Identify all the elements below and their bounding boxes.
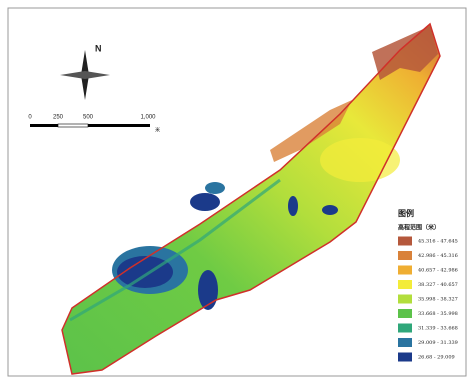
north-arrow: N xyxy=(60,43,110,100)
legend-swatch xyxy=(398,295,412,304)
legend-swatch xyxy=(398,237,412,246)
scale-label: 500 xyxy=(83,115,94,121)
scale-segment xyxy=(88,124,150,127)
pond xyxy=(322,205,338,215)
scale-segment xyxy=(30,124,58,127)
legend-swatch xyxy=(398,353,412,362)
legend-subtitle: 高程范围（米） xyxy=(398,224,440,232)
legend-swatch xyxy=(398,251,412,260)
map-view: N 0 250 500 1,000 米 图例 高程范围（米） 45.316 - … xyxy=(0,0,474,384)
scale-label: 0 xyxy=(28,115,32,121)
legend-label: 26.68 - 29.009 xyxy=(418,355,455,361)
scale-label: 1,000 xyxy=(140,115,156,121)
legend-label: 42.986 - 45.316 xyxy=(418,253,458,259)
scale-segment xyxy=(58,124,88,127)
legend: 图例 高程范围（米） 45.316 - 47.645 42.986 - 45.31… xyxy=(398,208,458,362)
legend-label: 40.657 - 42.986 xyxy=(418,268,458,274)
pond xyxy=(288,196,298,216)
legend-label: 45.316 - 47.645 xyxy=(418,239,458,245)
scale-bar: 0 250 500 1,000 米 xyxy=(28,115,160,134)
legend-label: 29.009 - 31.339 xyxy=(418,340,458,346)
legend-label: 38.327 - 40.657 xyxy=(418,282,458,288)
legend-swatch xyxy=(398,309,412,318)
north-label: N xyxy=(95,43,102,53)
scale-label: 250 xyxy=(53,115,64,121)
legend-title: 图例 xyxy=(398,208,414,218)
legend-label: 31.339 - 33.668 xyxy=(418,326,458,332)
legend-swatch xyxy=(398,266,412,275)
arrow-cross xyxy=(60,71,110,79)
scale-unit: 米 xyxy=(155,127,160,134)
elevation-map xyxy=(62,24,440,374)
legend-swatch xyxy=(398,280,412,289)
pond xyxy=(205,182,225,194)
legend-label: 33.668 - 35.998 xyxy=(418,311,458,317)
legend-swatch xyxy=(398,324,412,333)
pond xyxy=(190,193,220,211)
legend-label: 35.998 - 38.327 xyxy=(418,297,458,303)
legend-swatch xyxy=(398,338,412,347)
